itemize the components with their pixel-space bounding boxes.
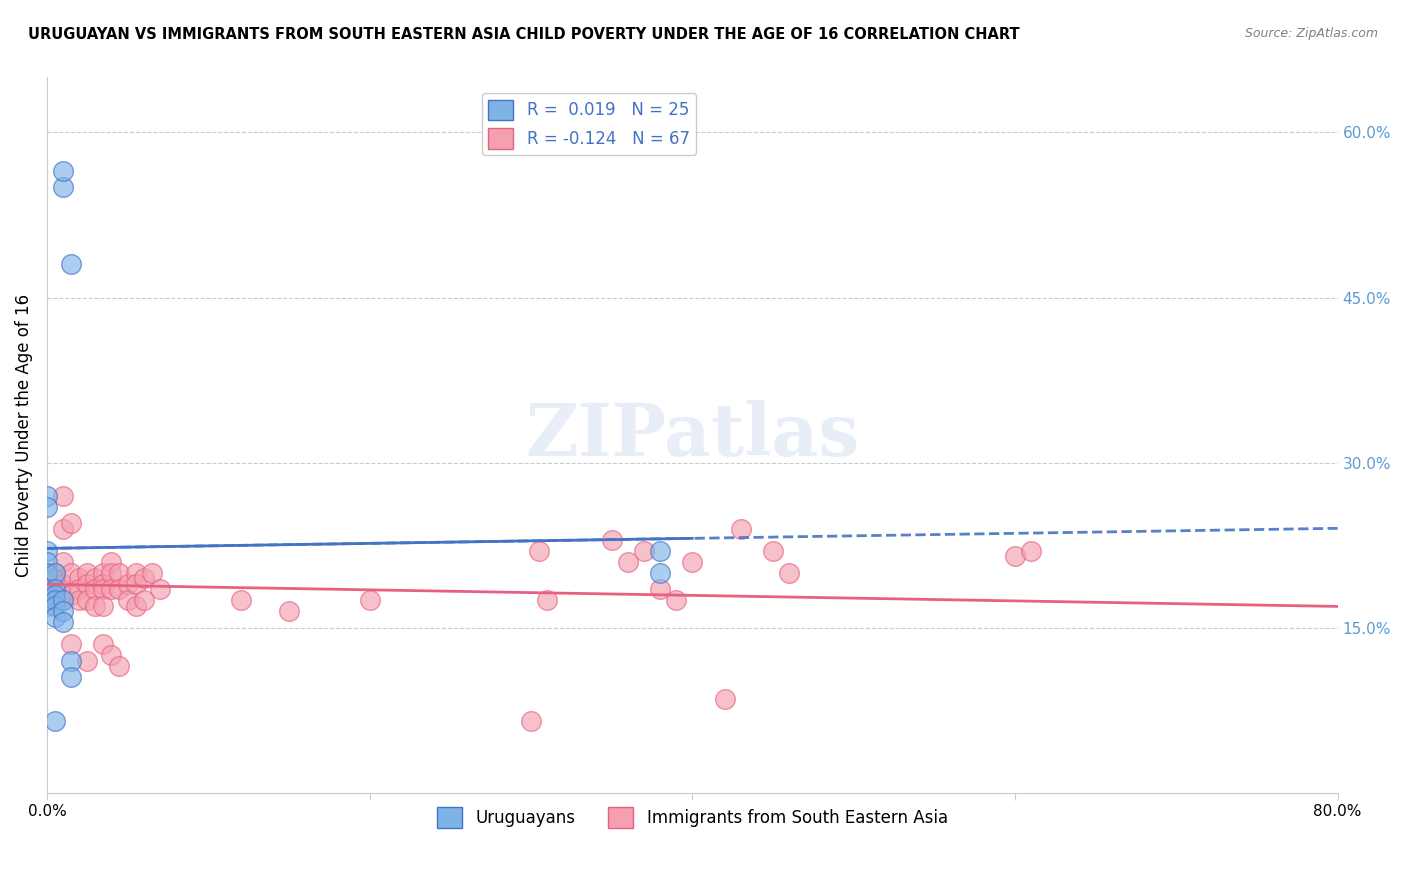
Point [84,571,107,585]
Point [778,566,800,580]
Point [44,599,66,613]
Point [100,582,122,596]
Point [124,599,146,613]
Point [52,164,75,178]
Point [35,588,58,602]
Point [44,566,66,580]
Point [76,593,98,607]
Text: Source: ZipAtlas.com: Source: ZipAtlas.com [1244,27,1378,40]
Point [93,566,115,580]
Point [527,543,550,558]
Point [35,588,58,602]
Point [52,593,75,607]
Point [277,604,299,618]
Point [67,593,90,607]
Point [681,555,703,569]
Point [229,593,252,607]
Point [665,593,688,607]
Point [648,566,671,580]
Point [60,670,83,684]
Point [100,648,122,662]
Point [44,593,66,607]
Point [93,599,115,613]
Point [76,654,98,668]
Point [520,714,543,728]
Point [132,571,155,585]
Y-axis label: Child Poverty Under the Age of 16: Child Poverty Under the Age of 16 [15,293,32,576]
Point [44,588,66,602]
Point [93,576,115,591]
Point [762,543,785,558]
Point [117,576,139,591]
Point [84,599,107,613]
Point [35,582,58,596]
Point [35,566,58,580]
Point [132,593,155,607]
Point [35,543,58,558]
Point [149,582,172,596]
Point [44,582,66,596]
Point [76,566,98,580]
Point [76,576,98,591]
Point [60,258,83,272]
Point [93,637,115,651]
Point [35,555,58,569]
Point [52,593,75,607]
Point [633,543,655,558]
Point [730,522,752,536]
Point [52,180,75,194]
Point [108,582,131,596]
Point [124,566,146,580]
Point [44,566,66,580]
Point [44,609,66,624]
Point [108,659,131,673]
Point [52,604,75,618]
Point [67,571,90,585]
Text: ZIPatlas: ZIPatlas [526,400,859,471]
Point [52,489,75,503]
Point [52,522,75,536]
Point [359,593,381,607]
Point [117,593,139,607]
Text: URUGUAYAN VS IMMIGRANTS FROM SOUTH EASTERN ASIA CHILD POVERTY UNDER THE AGE OF 1: URUGUAYAN VS IMMIGRANTS FROM SOUTH EASTE… [28,27,1019,42]
Point [35,593,58,607]
Point [44,593,66,607]
Point [124,576,146,591]
Point [1004,549,1026,563]
Point [35,582,58,596]
Point [141,566,163,580]
Point [1019,543,1042,558]
Point [93,582,115,596]
Point [52,576,75,591]
Point [600,533,623,547]
Point [616,555,638,569]
Point [60,516,83,530]
Point [35,489,58,503]
Point [648,543,671,558]
Point [60,637,83,651]
Point [100,566,122,580]
Point [108,566,131,580]
Legend: Uruguayans, Immigrants from South Eastern Asia: Uruguayans, Immigrants from South Easter… [430,801,955,834]
Point [84,582,107,596]
Point [35,571,58,585]
Point [35,500,58,514]
Point [713,692,735,706]
Point [52,615,75,629]
Point [536,593,558,607]
Point [60,588,83,602]
Point [100,555,122,569]
Point [60,654,83,668]
Point [44,714,66,728]
Point [35,566,58,580]
Point [648,582,671,596]
Point [67,582,90,596]
Point [52,555,75,569]
Point [35,599,58,613]
Point [44,582,66,596]
Point [60,566,83,580]
Point [44,571,66,585]
